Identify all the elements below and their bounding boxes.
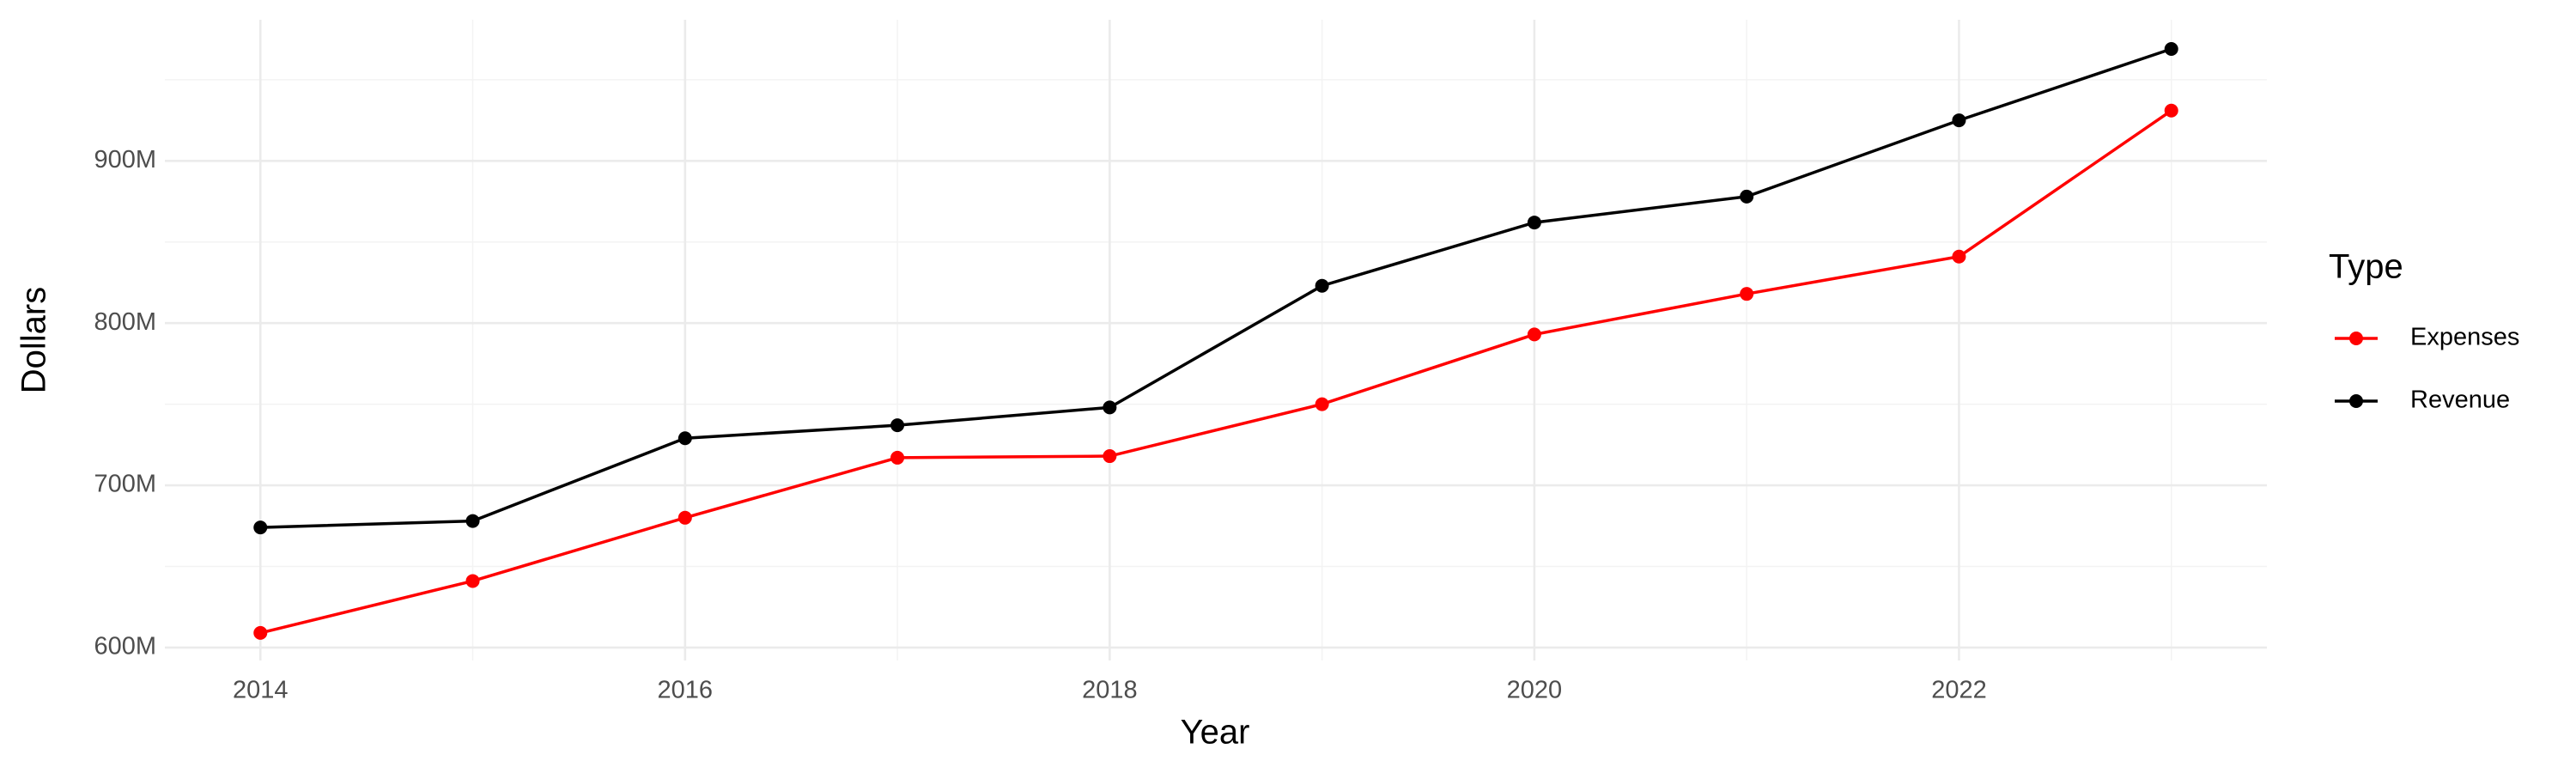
series-line: [260, 47, 2172, 529]
x-tick-label: 2014: [233, 677, 289, 704]
series-line: [259, 109, 2172, 635]
point: [253, 520, 268, 535]
y-tick-label: 900M: [94, 146, 156, 173]
x-tick-label: 2022: [1931, 677, 1987, 704]
x-tick-label: 2016: [658, 677, 714, 704]
x-tick-label: 2020: [1507, 677, 1563, 704]
point: [465, 514, 480, 528]
x-axis-title: Year: [1181, 714, 1250, 752]
point: [1527, 216, 1541, 230]
point: [1103, 449, 1117, 464]
point: [2164, 103, 2178, 118]
point: [253, 625, 268, 640]
y-tick-label: 800M: [94, 308, 156, 336]
legend-title: Type: [2329, 248, 2403, 286]
point: [1315, 278, 1329, 293]
point: [465, 574, 480, 588]
y-axis-title: Dollars: [15, 287, 53, 393]
legend-key-point: [2349, 332, 2363, 345]
point: [677, 431, 692, 446]
legend-key-point: [2349, 394, 2363, 408]
point: [1740, 287, 1754, 301]
point: [1952, 249, 1966, 264]
point: [1315, 397, 1329, 411]
legend-label: Expenses: [2410, 324, 2519, 351]
point: [1740, 189, 1754, 204]
point: [1952, 113, 1966, 128]
y-tick-label: 600M: [94, 633, 156, 660]
point: [1527, 327, 1541, 342]
y-tick-label: 700M: [94, 471, 156, 498]
x-tick-label: 2018: [1082, 677, 1138, 704]
point: [1103, 400, 1117, 415]
point: [677, 510, 692, 525]
point: [890, 450, 905, 465]
legend-label: Revenue: [2410, 386, 2510, 414]
point: [2164, 41, 2178, 56]
point: [890, 418, 905, 433]
